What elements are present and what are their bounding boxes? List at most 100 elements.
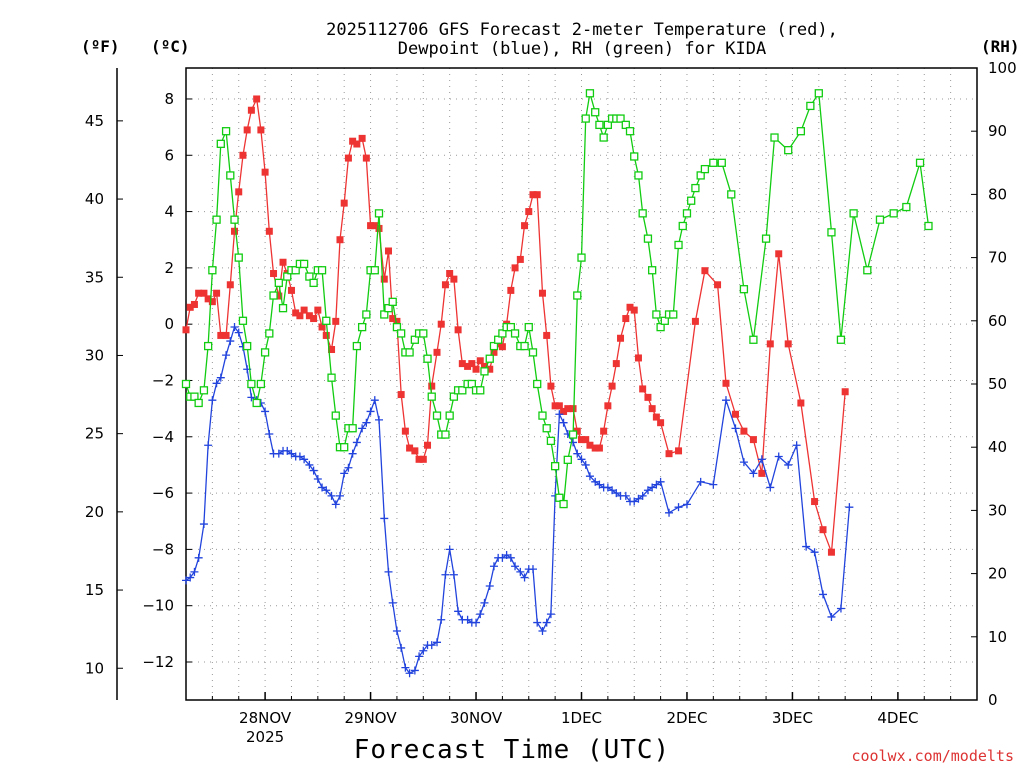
data-point bbox=[533, 191, 541, 199]
data-point bbox=[411, 447, 419, 455]
data-point bbox=[208, 396, 217, 405]
data-point bbox=[274, 278, 283, 288]
data-point bbox=[507, 286, 515, 294]
data-point bbox=[578, 436, 585, 444]
data-point bbox=[652, 413, 660, 421]
data-point bbox=[313, 475, 322, 484]
celsius-tick-label: −10 bbox=[142, 597, 174, 615]
data-point bbox=[401, 427, 409, 435]
data-point bbox=[392, 322, 402, 332]
fahrenheit-tick-label: 30 bbox=[85, 346, 104, 364]
data-point bbox=[397, 329, 406, 338]
data-point bbox=[464, 362, 472, 370]
data-point bbox=[622, 315, 630, 323]
data-point bbox=[490, 348, 498, 356]
data-point bbox=[727, 190, 736, 199]
data-point bbox=[678, 221, 687, 231]
data-point bbox=[468, 360, 476, 368]
data-point bbox=[370, 396, 379, 405]
celsius-tick-label: 2 bbox=[164, 259, 174, 277]
x-tick-sublabel: 2025 bbox=[246, 728, 284, 746]
data-point bbox=[520, 573, 529, 582]
data-point bbox=[332, 317, 340, 325]
data-point bbox=[669, 310, 678, 319]
data-point bbox=[291, 266, 300, 275]
data-point bbox=[648, 405, 656, 413]
data-point bbox=[486, 365, 494, 373]
data-point bbox=[437, 615, 446, 624]
data-point bbox=[648, 483, 657, 492]
rh-tick-label: 70 bbox=[988, 249, 1007, 267]
data-point bbox=[489, 341, 499, 351]
data-point bbox=[621, 120, 630, 130]
rh-tick-label: 40 bbox=[988, 438, 1007, 456]
data-point bbox=[819, 590, 828, 599]
data-point bbox=[366, 407, 375, 416]
data-point bbox=[419, 646, 428, 655]
data-point bbox=[269, 291, 278, 300]
data-point bbox=[599, 133, 608, 142]
rh-tick-label: 30 bbox=[988, 501, 1007, 519]
data-point bbox=[194, 553, 203, 562]
data-point bbox=[542, 424, 551, 433]
fahrenheit-axis-unit: (ºF) bbox=[81, 37, 120, 56]
x-tick-label: 1DEC bbox=[561, 709, 602, 727]
data-point bbox=[401, 663, 410, 672]
data-point bbox=[314, 306, 322, 314]
data-point bbox=[371, 222, 379, 230]
data-point bbox=[208, 298, 216, 306]
data-point bbox=[749, 335, 758, 344]
data-point bbox=[810, 548, 819, 557]
data-point bbox=[538, 289, 546, 297]
data-point bbox=[410, 335, 420, 344]
data-point bbox=[766, 340, 774, 348]
data-point bbox=[731, 410, 739, 418]
data-point bbox=[352, 438, 361, 447]
data-point bbox=[275, 292, 283, 300]
data-point bbox=[480, 598, 489, 607]
data-point bbox=[511, 562, 520, 571]
data-point bbox=[265, 329, 274, 338]
data-point bbox=[555, 402, 563, 410]
data-point bbox=[761, 234, 771, 243]
data-point bbox=[665, 450, 673, 458]
data-point bbox=[845, 503, 854, 512]
data-point bbox=[287, 286, 295, 294]
data-point bbox=[563, 455, 572, 464]
data-point bbox=[397, 391, 405, 399]
series-line bbox=[185, 91, 930, 506]
data-point bbox=[181, 379, 191, 389]
data-point bbox=[283, 446, 292, 455]
data-point bbox=[792, 441, 801, 450]
data-point bbox=[353, 140, 361, 148]
data-point bbox=[270, 270, 278, 278]
data-point bbox=[283, 272, 292, 281]
data-point bbox=[226, 337, 235, 346]
data-point bbox=[357, 322, 367, 332]
data-point bbox=[388, 297, 397, 306]
data-point bbox=[595, 444, 603, 452]
data-point bbox=[278, 304, 288, 313]
celsius-tick-label: −8 bbox=[152, 540, 174, 558]
chart-title-line-1: 2025112706 GFS Forecast 2-meter Temperat… bbox=[326, 20, 838, 40]
data-point bbox=[274, 449, 283, 458]
data-point bbox=[749, 469, 758, 478]
celsius-tick-label: −4 bbox=[152, 428, 174, 446]
data-point bbox=[194, 398, 203, 408]
data-point bbox=[318, 323, 326, 331]
data-point bbox=[696, 171, 705, 180]
data-point bbox=[604, 402, 612, 410]
data-point bbox=[775, 250, 783, 258]
x-axis-label: Forecast Time (UTC) bbox=[354, 735, 670, 765]
data-point bbox=[701, 267, 709, 275]
data-point bbox=[300, 306, 308, 314]
data-point bbox=[199, 520, 208, 529]
data-point bbox=[375, 224, 383, 232]
data-point bbox=[811, 498, 819, 506]
data-point bbox=[204, 295, 212, 303]
data-point bbox=[344, 463, 353, 472]
data-point bbox=[454, 326, 462, 334]
data-point bbox=[696, 477, 705, 486]
data-point bbox=[216, 373, 225, 382]
data-point bbox=[222, 331, 230, 339]
